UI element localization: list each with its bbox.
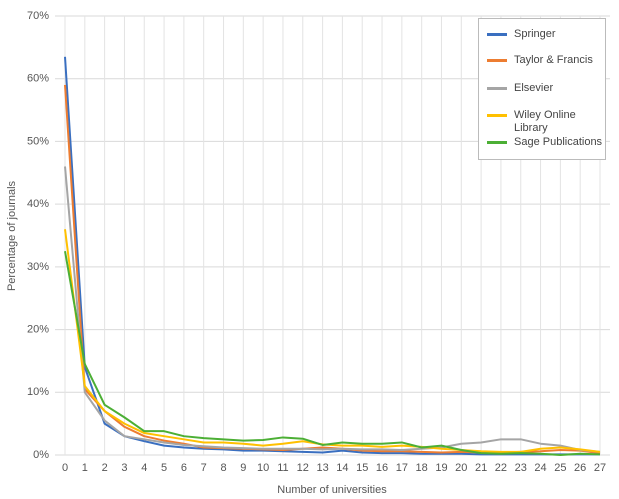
- x-tick-label: 21: [475, 462, 487, 474]
- x-tick-label: 15: [356, 462, 368, 474]
- x-tick-label: 5: [161, 462, 167, 474]
- grid: [55, 15, 610, 456]
- x-tick-label: 4: [141, 462, 147, 474]
- x-tick-label: 23: [515, 462, 527, 474]
- x-tick-label: 1: [82, 462, 88, 474]
- legend-label: Elsevier: [514, 82, 554, 94]
- legend-swatch: [487, 141, 507, 144]
- y-tick-label: 60%: [27, 73, 49, 85]
- series-line: [64, 229, 601, 453]
- y-tick-label: 0%: [33, 449, 49, 461]
- x-tick-label: 27: [594, 462, 606, 474]
- x-tick-label: 25: [554, 462, 566, 474]
- legend-item: Elsevier: [487, 82, 603, 95]
- x-tick-label: 11: [277, 462, 288, 474]
- x-tick-label: 9: [240, 462, 246, 474]
- series-line: [64, 251, 601, 456]
- y-axis-title: Percentage of journals: [6, 180, 18, 291]
- x-tick-label: 16: [376, 462, 388, 474]
- series-line: [64, 166, 601, 453]
- legend-swatch: [487, 87, 507, 90]
- x-tick-label: 13: [316, 462, 328, 474]
- x-tick-label: 8: [220, 462, 226, 474]
- x-axis-title: Number of universities: [277, 484, 387, 496]
- x-tick-label: 19: [435, 462, 447, 474]
- x-tick-label: 18: [416, 462, 428, 474]
- y-tick-label: 50%: [27, 135, 49, 147]
- x-tick-label: 17: [396, 462, 408, 474]
- x-tick-label: 2: [102, 462, 108, 474]
- legend-item: Springer: [487, 28, 603, 41]
- legend-item: Wiley Online Library: [487, 109, 603, 135]
- legend-item: Sage Publications: [487, 136, 603, 149]
- x-tick-label: 0: [62, 462, 68, 474]
- y-tick-label: 20%: [27, 323, 49, 335]
- x-tick-label: 22: [495, 462, 507, 474]
- x-tick-label: 6: [181, 462, 187, 474]
- legend-label: Springer: [514, 28, 556, 40]
- x-tick-label: 20: [455, 462, 467, 474]
- y-tick-label: 40%: [27, 198, 49, 210]
- x-tick-label: 7: [201, 462, 207, 474]
- x-tick-label: 24: [534, 462, 546, 474]
- y-tick-label: 10%: [27, 386, 49, 398]
- legend-swatch: [487, 33, 507, 36]
- legend-label: Taylor & Francis: [514, 54, 593, 66]
- legend-swatch: [487, 59, 507, 62]
- legend-label: Sage Publications: [514, 136, 603, 148]
- legend-swatch: [487, 114, 507, 117]
- x-tick-label: 12: [297, 462, 309, 474]
- legend-item: Taylor & Francis: [487, 54, 603, 67]
- y-tick-label: 70%: [27, 10, 49, 22]
- legend-label: Wiley Online Library: [514, 109, 576, 134]
- x-tick-label: 10: [257, 462, 269, 474]
- legend: Springer Taylor & Francis Elsevier Wiley On…: [478, 18, 606, 160]
- x-tick-label: 14: [336, 462, 348, 474]
- x-tick-label: 3: [121, 462, 127, 474]
- x-tick-label: 26: [574, 462, 586, 474]
- y-tick-label: 30%: [27, 261, 49, 273]
